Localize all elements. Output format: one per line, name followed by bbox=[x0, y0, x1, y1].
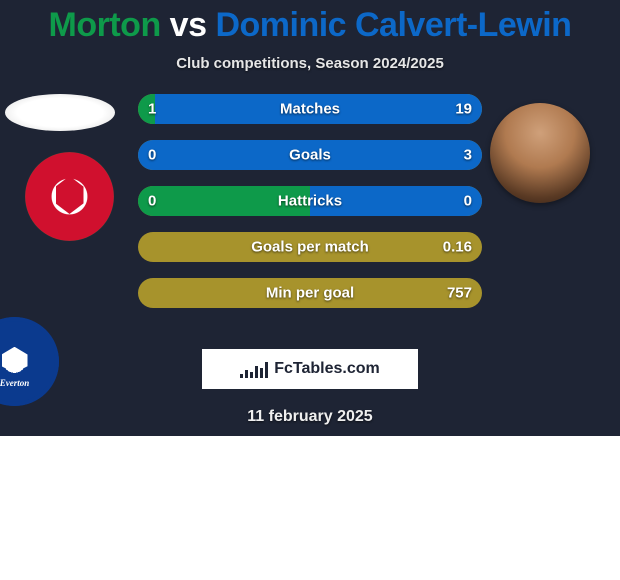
player-b-name: Dominic Calvert-Lewin bbox=[215, 6, 571, 44]
date-label: 11 february 2025 bbox=[0, 408, 620, 426]
stat-label: Goals bbox=[289, 147, 331, 164]
page-title: Morton vs Dominic Calvert-Lewin bbox=[0, 0, 620, 45]
stat-label: Goals per match bbox=[251, 239, 369, 256]
comparison-card: Morton vs Dominic Calvert-Lewin Club com… bbox=[0, 0, 620, 436]
stat-value-a: 0 bbox=[148, 193, 156, 210]
stat-row: 0 3 Goals bbox=[138, 140, 482, 170]
stat-value-a: 1 bbox=[148, 101, 156, 118]
stat-value-b: 0 bbox=[464, 193, 472, 210]
stat-bars: 1 19 Matches 0 3 Goals 0 0 Hattricks 0.16 Goals pe… bbox=[138, 94, 482, 324]
subtitle: Club competitions, Season 2024/2025 bbox=[0, 55, 620, 72]
stat-value-a: 0 bbox=[148, 147, 156, 164]
content-area: 1 19 Matches 0 3 Goals 0 0 Hattricks 0.16 Goals pe… bbox=[0, 100, 620, 350]
player-a-name: Morton bbox=[49, 6, 161, 44]
branding-badge: FcTables.com bbox=[202, 349, 418, 389]
stat-label: Hattricks bbox=[278, 193, 342, 210]
bar-chart-icon bbox=[240, 360, 268, 378]
stat-row: 757 Min per goal bbox=[138, 278, 482, 308]
player-b-photo bbox=[490, 103, 590, 203]
stat-row: 0.16 Goals per match bbox=[138, 232, 482, 262]
stat-label: Min per goal bbox=[266, 285, 354, 302]
stat-value-b: 0.16 bbox=[443, 239, 472, 256]
stat-value-b: 3 bbox=[464, 147, 472, 164]
stat-label: Matches bbox=[280, 101, 340, 118]
player-b-club-crest bbox=[0, 317, 59, 406]
stat-row: 1 19 Matches bbox=[138, 94, 482, 124]
stat-value-b: 757 bbox=[447, 285, 472, 302]
player-a-club-crest bbox=[25, 152, 114, 241]
branding-text: FcTables.com bbox=[274, 360, 380, 378]
player-a-photo bbox=[5, 94, 115, 131]
stat-value-b: 19 bbox=[455, 101, 472, 118]
stat-row: 0 0 Hattricks bbox=[138, 186, 482, 216]
vs-separator: vs bbox=[161, 6, 216, 44]
